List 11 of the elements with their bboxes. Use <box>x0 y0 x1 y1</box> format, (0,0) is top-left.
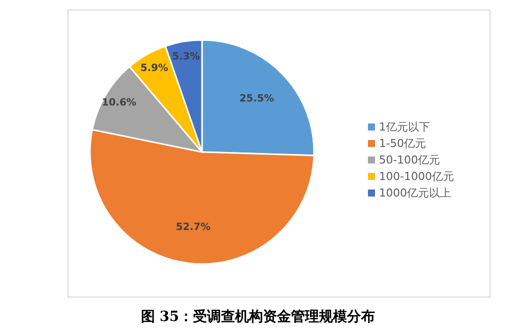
data-label: 5.3% <box>172 52 200 63</box>
legend-label: 1亿元以下 <box>379 120 430 134</box>
text: 图 35：受调查机构资金管理规模分布 <box>140 309 376 325</box>
legend-label: 1000亿元以上 <box>379 186 451 200</box>
legend-label: 50-100亿元 <box>379 154 440 166</box>
data-label: 25.5% <box>239 94 274 104</box>
legend-label: 1-50亿元 <box>379 137 426 150</box>
data-label: 5.9% <box>140 62 168 74</box>
data-label: 52.7% <box>176 222 211 234</box>
data-label: 10.6% <box>102 97 136 108</box>
legend-label: 100-1000亿元 <box>379 170 454 183</box>
